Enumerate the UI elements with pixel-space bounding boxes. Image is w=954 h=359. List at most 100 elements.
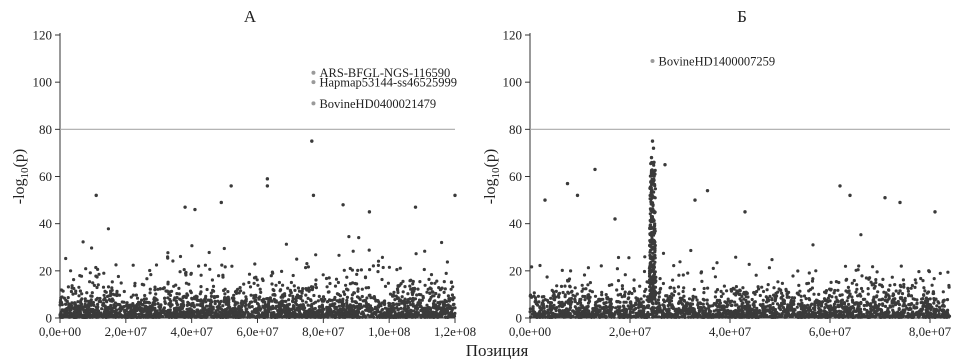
snp-point <box>939 308 943 312</box>
snp-point <box>95 285 99 290</box>
snp-point <box>397 312 401 316</box>
snp-point <box>843 264 848 268</box>
snp-point <box>834 295 838 299</box>
snp-point <box>780 303 784 307</box>
snp-point <box>401 279 405 283</box>
snp-point <box>338 298 342 302</box>
snp-point <box>687 308 691 312</box>
snp-point <box>586 283 590 287</box>
snp-point <box>209 294 214 298</box>
snp-point <box>620 284 625 288</box>
snp-point <box>216 294 220 299</box>
snp-point <box>221 315 225 319</box>
snp-point <box>157 305 161 309</box>
snp-point <box>716 308 720 312</box>
snp-point <box>290 314 294 318</box>
snp-point <box>847 313 851 317</box>
snp-point <box>595 307 599 311</box>
snp-point <box>398 266 402 270</box>
snp-point <box>661 281 666 286</box>
snp-point <box>671 305 675 310</box>
snp-point <box>137 300 141 304</box>
snp-point <box>429 281 434 285</box>
snp-point <box>553 306 557 310</box>
snp-point <box>274 306 278 310</box>
snp-point <box>391 306 396 310</box>
snp-point <box>116 302 120 306</box>
snp-point <box>321 295 326 299</box>
snp-point <box>381 265 385 270</box>
snp-point <box>65 306 69 310</box>
snp-point <box>365 307 370 311</box>
snp-point <box>891 292 895 296</box>
snp-point <box>113 314 117 318</box>
snp-point <box>836 288 840 292</box>
snp-point <box>73 313 77 317</box>
snp-point <box>733 315 737 319</box>
snp-point <box>425 308 430 312</box>
snp-point <box>144 304 148 308</box>
snp-point <box>533 296 538 300</box>
snp-point <box>876 307 880 311</box>
snp-point <box>204 315 208 319</box>
snp-point <box>325 285 329 289</box>
snp-point <box>380 255 384 259</box>
x-tick-label: 8,0e+07 <box>302 324 345 339</box>
snp-point <box>862 307 867 311</box>
snp-point <box>177 292 181 296</box>
snp-point <box>687 297 692 301</box>
snp-point <box>443 315 447 319</box>
snp-point <box>586 266 591 270</box>
snp-point <box>588 289 592 293</box>
snp-point <box>581 294 585 298</box>
snp-point <box>681 315 685 319</box>
snp-point <box>796 302 801 306</box>
snp-point <box>341 315 345 319</box>
x-tick-label: 6,0e+07 <box>236 324 279 339</box>
snp-point <box>904 314 909 318</box>
snp-point <box>816 303 820 307</box>
snp-point <box>440 240 444 245</box>
snp-point <box>577 308 582 312</box>
snp-point <box>253 262 257 266</box>
snp-point <box>114 263 118 267</box>
snp-point <box>699 270 704 274</box>
snp-point <box>702 305 706 309</box>
snp-point <box>623 290 627 294</box>
snp-point <box>850 298 855 302</box>
snp-point <box>838 293 842 297</box>
snp-point-high <box>413 205 418 209</box>
snp-point <box>734 285 739 289</box>
snp-point <box>946 270 950 274</box>
snp-point-high <box>94 193 98 198</box>
snp-point <box>363 298 367 303</box>
snp-point <box>204 300 208 304</box>
snp-point <box>116 274 120 279</box>
snp-point <box>122 300 126 304</box>
snp-point <box>387 304 391 308</box>
snp-point <box>789 308 793 312</box>
top-snp-point <box>311 80 316 85</box>
snp-point <box>328 312 333 316</box>
snp-point <box>864 276 869 280</box>
snp-point <box>102 271 106 275</box>
snp-point <box>847 302 851 306</box>
snp-point <box>209 298 213 303</box>
snp-point <box>775 310 779 315</box>
snp-point <box>242 291 246 295</box>
snp-point <box>73 302 77 306</box>
snp-point <box>439 306 443 310</box>
snp-point <box>316 299 320 303</box>
snp-point <box>786 303 790 307</box>
snp-point <box>63 309 67 313</box>
snp-point <box>740 304 744 308</box>
snp-point <box>753 308 758 312</box>
snp-point <box>302 313 306 317</box>
snp-point <box>734 255 738 259</box>
x-tick-label: 2,0e+07 <box>105 324 148 339</box>
snp-point <box>876 304 880 309</box>
snp-point <box>936 300 940 304</box>
snp-point <box>218 315 222 319</box>
snp-point <box>223 265 227 269</box>
snp-point <box>712 309 716 313</box>
